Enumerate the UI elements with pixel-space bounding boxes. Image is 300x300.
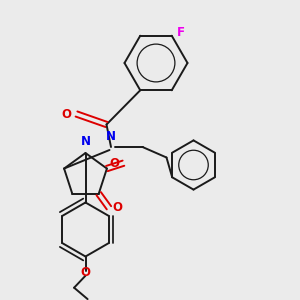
Text: O: O — [110, 157, 120, 170]
Text: O: O — [112, 201, 123, 214]
Text: O: O — [80, 266, 91, 279]
Text: N: N — [80, 135, 91, 148]
Text: F: F — [177, 26, 185, 39]
Text: N: N — [106, 130, 116, 143]
Text: O: O — [61, 107, 71, 121]
